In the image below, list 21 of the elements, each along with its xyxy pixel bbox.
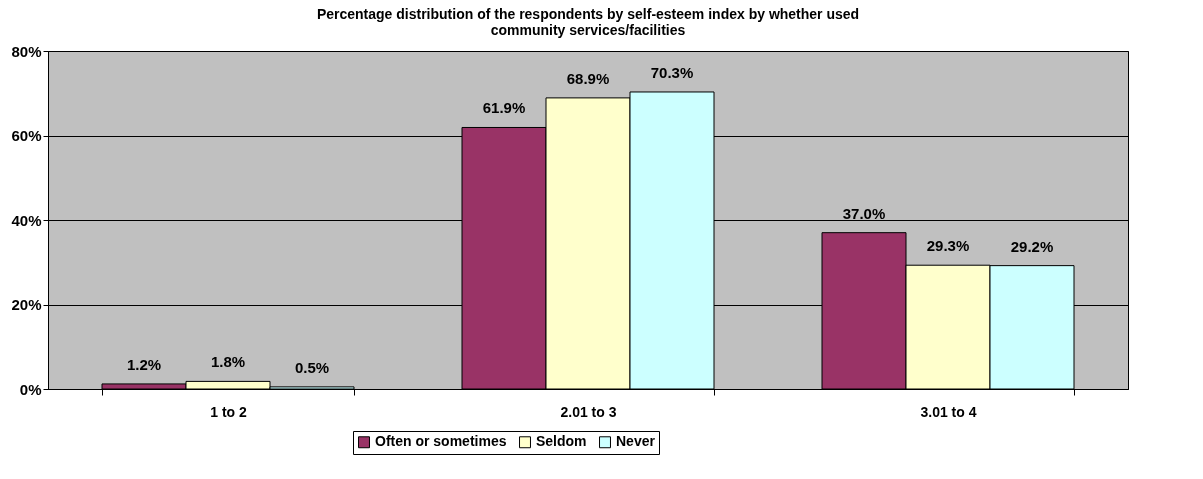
data-label: 29.3%	[926, 237, 970, 255]
data-label: 1.8%	[210, 353, 246, 371]
y-tick-label: 40%	[11, 211, 42, 229]
legend-label: Often or sometimes	[375, 433, 507, 450]
x-tick-label: 1 to 2	[210, 403, 247, 420]
y-tick-label: 80%	[11, 42, 42, 60]
y-tick-label: 20%	[11, 296, 42, 313]
data-label: 37.0%	[842, 204, 886, 222]
x-tick-label: 3.01 to 4	[920, 403, 977, 420]
data-label: 1.2%	[126, 355, 162, 373]
legend-label: Seldom	[536, 433, 587, 450]
x-tick-label: 2.01 to 3	[560, 403, 617, 420]
data-label: 0.5%	[294, 358, 330, 376]
data-label: 70.3%	[650, 63, 694, 81]
y-tick-label: 0%	[19, 380, 42, 398]
y-tick-label: 60%	[11, 127, 42, 144]
legend-label: Never	[616, 433, 656, 450]
chart-title: Percentage distribution of the respondents by self-esteem index by whether used community services/facilities	[316, 6, 860, 38]
data-label: 61.9%	[482, 99, 526, 117]
data-label: 68.9%	[566, 69, 610, 87]
data-label: 29.2%	[1010, 237, 1054, 255]
